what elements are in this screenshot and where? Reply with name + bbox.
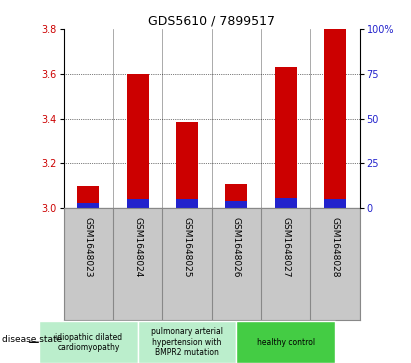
Text: healthy control: healthy control: [256, 338, 315, 347]
Title: GDS5610 / 7899517: GDS5610 / 7899517: [148, 15, 275, 28]
Bar: [275, 198, 297, 208]
Text: GSM1648026: GSM1648026: [232, 217, 241, 278]
Bar: [77, 203, 99, 208]
Text: GSM1648023: GSM1648023: [84, 217, 93, 278]
Bar: [127, 199, 149, 208]
Text: disease state: disease state: [2, 335, 62, 344]
Bar: [324, 29, 346, 208]
Bar: [275, 67, 297, 208]
Text: GSM1648025: GSM1648025: [182, 217, 192, 278]
Text: GSM1648027: GSM1648027: [281, 217, 290, 278]
Bar: [127, 74, 149, 208]
Text: GSM1648024: GSM1648024: [133, 217, 142, 277]
Text: pulmonary arterial
hypertension with
BMPR2 mutation: pulmonary arterial hypertension with BMP…: [151, 327, 223, 357]
Text: idiopathic dilated
cardiomyopathy: idiopathic dilated cardiomyopathy: [55, 333, 122, 352]
Bar: [225, 201, 247, 208]
Bar: [324, 199, 346, 208]
Bar: [77, 186, 99, 208]
Bar: [225, 184, 247, 208]
Bar: [176, 199, 198, 208]
Text: GSM1648028: GSM1648028: [330, 217, 339, 278]
Bar: [176, 122, 198, 208]
